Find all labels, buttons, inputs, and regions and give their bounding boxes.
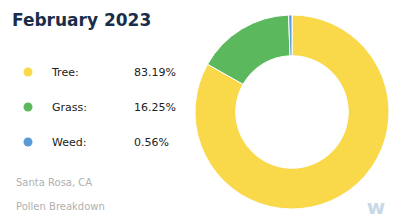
legend-item: Grass: 16.25% (24, 101, 176, 114)
legend-label: Weed: (52, 136, 86, 149)
subtitle: Pollen Breakdown (16, 201, 105, 212)
title: February 2023 (12, 10, 151, 30)
legend-item: Tree: 83.19% (24, 66, 176, 79)
legend: Tree: 83.19% Grass: 16.25% Weed: 0.56% (24, 66, 176, 149)
subtitle: Santa Rosa, CA (16, 177, 92, 188)
legend-label: Tree: (51, 66, 79, 79)
chart: February 2023 Tree: 83.19% Grass: 16.25% Weed… (0, 0, 400, 224)
slice (208, 15, 290, 84)
legend-item: Weed: 0.56% (24, 136, 169, 149)
legend-label: Grass: (52, 101, 87, 114)
legend-swatch (24, 68, 33, 77)
slice (289, 15, 292, 56)
legend-swatch (24, 103, 33, 112)
legend-value: 83.19% (134, 66, 176, 79)
slice (195, 15, 389, 209)
annotation: w (367, 195, 385, 219)
legend-swatch (24, 138, 33, 147)
legend-value: 0.56% (134, 136, 169, 149)
donut (195, 15, 389, 209)
legend-value: 16.25% (134, 101, 176, 114)
